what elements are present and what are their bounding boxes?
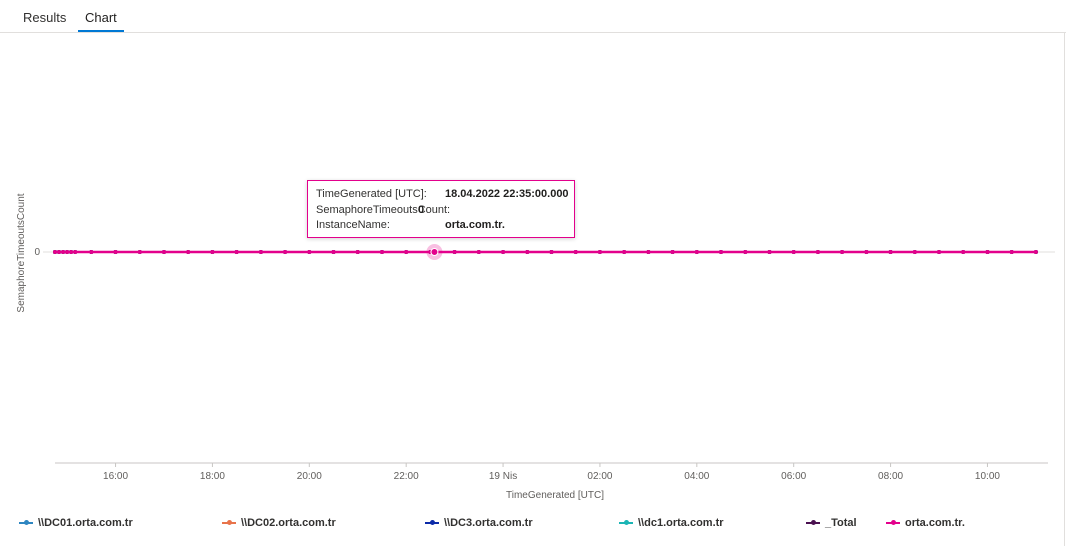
data-point <box>53 250 57 254</box>
chart-tooltip: TimeGenerated [UTC]: 18.04.2022 22:35:00… <box>307 180 575 238</box>
data-point <box>186 250 191 254</box>
data-point <box>258 250 263 254</box>
tab-divider <box>0 32 1066 33</box>
data-point <box>694 250 699 254</box>
chart-series <box>53 244 1038 260</box>
data-point <box>452 250 457 254</box>
legend-label: \\DC01.orta.com.tr <box>38 517 133 529</box>
data-point <box>65 250 70 254</box>
x-tick-label: 20:00 <box>297 471 322 482</box>
data-point <box>597 250 602 254</box>
data-point <box>767 250 772 254</box>
data-point <box>73 250 78 254</box>
data-point <box>573 250 578 254</box>
active-tab-indicator <box>78 30 124 32</box>
data-point <box>380 250 384 254</box>
data-point <box>743 250 748 254</box>
data-point <box>1009 250 1014 254</box>
data-point <box>912 250 917 254</box>
x-tick-label: 08:00 <box>878 471 903 482</box>
data-point <box>501 250 506 254</box>
legend-label: orta.com.tr. <box>905 517 965 529</box>
data-point <box>525 250 530 254</box>
x-tick-label: 02:00 <box>587 471 612 482</box>
x-axis-label: TimeGenerated [UTC] <box>506 490 604 501</box>
x-tick-label: 19 Nis <box>489 471 517 482</box>
data-point <box>210 250 215 254</box>
tooltip-value: 0 <box>418 204 425 216</box>
data-point <box>719 250 723 254</box>
legend-marker-icon <box>624 520 629 525</box>
tooltip-key: SemaphoreTimeoutsCount: <box>316 204 451 216</box>
data-point <box>1033 250 1038 254</box>
tab-results[interactable]: Results <box>23 10 67 25</box>
data-point <box>61 250 66 254</box>
highlighted-point <box>430 248 439 256</box>
legend-marker-icon <box>227 520 232 525</box>
legend-label: \\DC3.orta.com.tr <box>444 517 533 529</box>
data-point <box>69 250 74 254</box>
chart-axes: 0 <box>34 247 1055 464</box>
data-point <box>331 250 336 254</box>
data-point <box>476 250 481 254</box>
x-axis-ticks: 16:00 18:00 20:00 22:00 19 Nis 02:00 04:00 06:0… <box>103 463 1000 482</box>
chart-legend: \\DC01.orta.com.tr \\DC02.orta.com.tr \\… <box>0 512 1066 534</box>
legend-label: _Total <box>825 517 857 529</box>
tab-bar: Results Chart <box>0 0 1066 33</box>
x-tick-label: 22:00 <box>394 471 419 482</box>
x-tick-label: 06:00 <box>781 471 806 482</box>
x-tick-label: 10:00 <box>975 471 1000 482</box>
x-tick-label: 16:00 <box>103 471 128 482</box>
legend-label: \\DC02.orta.com.tr <box>241 517 336 529</box>
data-point <box>961 250 966 254</box>
data-point <box>162 250 166 254</box>
y-axis-label: SemaphoreTimeoutsCount <box>16 193 27 312</box>
data-point <box>404 250 409 254</box>
data-point <box>137 250 142 254</box>
data-point <box>791 250 796 254</box>
data-point <box>234 250 239 254</box>
tooltip-value: orta.com.tr. <box>445 219 505 231</box>
data-point <box>355 250 360 254</box>
line-chart[interactable]: 0 16:00 18:00 20:00 22:00 19 Nis 02:00 04:00 06… <box>0 33 1066 511</box>
data-point <box>283 250 288 254</box>
data-point <box>937 250 941 254</box>
y-tick-label: 0 <box>34 247 40 258</box>
legend-marker-icon <box>24 520 29 525</box>
tab-chart[interactable]: Chart <box>85 10 117 25</box>
data-point <box>646 250 651 254</box>
tooltip-key: InstanceName: <box>316 219 390 231</box>
panel-border <box>1064 32 1065 546</box>
legend-marker-icon <box>811 520 816 525</box>
data-point <box>670 250 675 254</box>
data-point <box>307 250 312 254</box>
series-5 <box>53 250 1038 254</box>
legend-marker-icon <box>430 520 435 525</box>
tooltip-value: 18.04.2022 22:35:00.000 <box>445 188 569 200</box>
data-point <box>840 250 845 254</box>
x-tick-label: 04:00 <box>684 471 709 482</box>
legend-label: \\dc1.orta.com.tr <box>638 517 724 529</box>
x-tick-label: 18:00 <box>200 471 225 482</box>
data-point <box>815 250 820 254</box>
data-point <box>985 250 990 254</box>
data-point <box>57 250 61 254</box>
data-point <box>113 250 118 254</box>
tooltip-key: TimeGenerated [UTC]: <box>316 188 427 200</box>
data-point <box>549 250 554 254</box>
data-point <box>864 250 869 254</box>
data-point <box>89 250 94 254</box>
data-point <box>888 250 893 254</box>
legend-marker-icon <box>891 520 896 525</box>
data-point <box>622 250 627 254</box>
